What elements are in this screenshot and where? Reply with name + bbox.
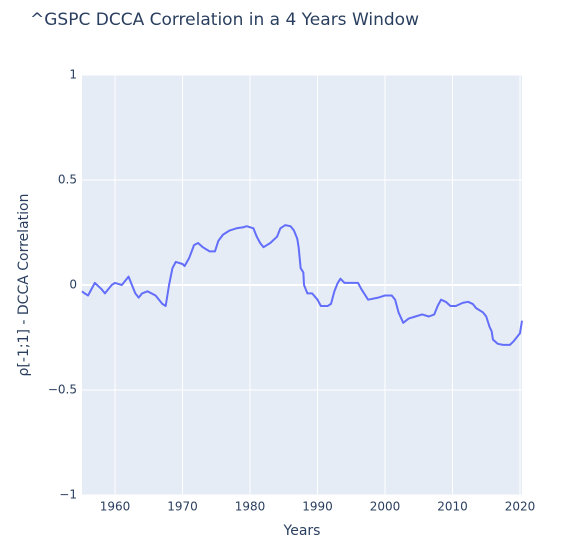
x-tick-label: 1970: [167, 500, 198, 514]
x-tick-label: 1980: [235, 500, 266, 514]
x-axis-label: Years: [283, 523, 321, 539]
y-tick-label: −0.5: [48, 383, 77, 397]
y-tick-label: −1: [59, 488, 77, 502]
x-tick-label: 2010: [437, 500, 468, 514]
y-tick-label: 0: [69, 278, 77, 292]
x-tick-label: 1960: [100, 500, 131, 514]
y-tick-label: 1: [69, 68, 77, 82]
y-axis-label: ρ[-1;1] - DCCA Correlation: [16, 194, 32, 377]
x-tick-label: 1990: [302, 500, 333, 514]
x-tick-label: 2000: [370, 500, 401, 514]
x-tick-label: 2020: [505, 500, 536, 514]
line-series: [81, 224, 523, 346]
chart-title: ^GSPC DCCA Correlation in a 4 Years Wind…: [30, 10, 419, 30]
y-tick-label: 0.5: [58, 173, 77, 187]
